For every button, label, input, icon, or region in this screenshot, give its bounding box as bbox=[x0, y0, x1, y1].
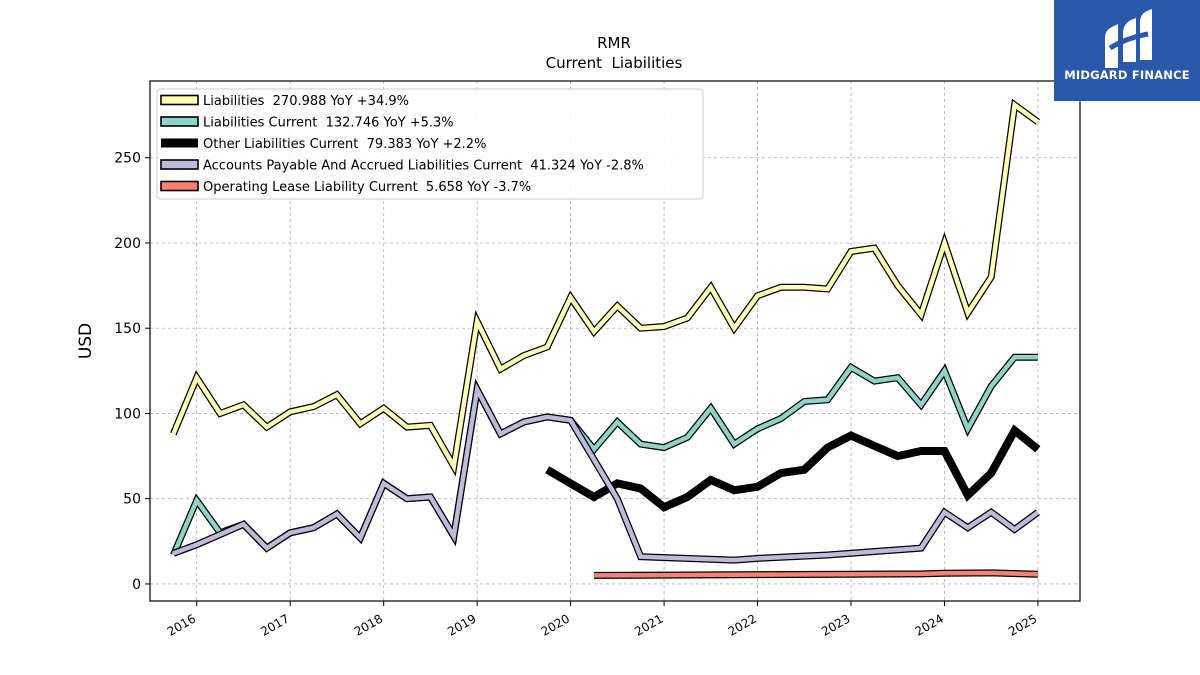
x-tick-label: 2019 bbox=[445, 611, 478, 638]
x-tick-label: 2025 bbox=[1006, 611, 1039, 638]
y-tick-label: 150 bbox=[114, 321, 141, 337]
ticks: 0 50 100 150 200 250 2016 2017 2018 2019 2020 2021 2… bbox=[114, 151, 1039, 639]
y-tick-label: 250 bbox=[114, 151, 141, 167]
y-axis-label: USD bbox=[76, 323, 96, 359]
x-tick-label: 2018 bbox=[352, 611, 385, 638]
legend: Liabilities 270.988 YoY +34.9% Liabilitie… bbox=[156, 88, 704, 200]
chart-subtitle: Current Liabilities bbox=[546, 54, 683, 72]
legend-label: Accounts Payable And Accrued Liabilities… bbox=[203, 159, 644, 174]
legend-label: Operating Lease Liability Current 5.658 … bbox=[203, 180, 531, 195]
legend-label: Liabilities 270.988 YoY +34.9% bbox=[203, 94, 409, 109]
logo-emblem-icon bbox=[1105, 9, 1152, 68]
legend-entry: Operating Lease Liability Current 5.658 … bbox=[160, 180, 531, 195]
legend-label: Other Liabilities Current 79.383 YoY +2.… bbox=[203, 137, 486, 152]
series-2 bbox=[545, 424, 1041, 512]
x-tick-label: 2017 bbox=[258, 611, 291, 638]
x-tick-label: 2022 bbox=[726, 611, 759, 638]
plot-frame bbox=[149, 80, 1081, 602]
legend-entry: Accounts Payable And Accrued Liabilities… bbox=[160, 159, 644, 174]
brand-logo: MIDGARD FINANCE bbox=[1054, 0, 1200, 101]
legend-box bbox=[156, 88, 704, 200]
y-tick-label: 200 bbox=[114, 236, 141, 252]
series-0 bbox=[170, 98, 1040, 477]
legend-entry: Other Liabilities Current 79.383 YoY +2.… bbox=[161, 137, 486, 152]
x-tick-label: 2020 bbox=[539, 611, 572, 638]
legend-swatch bbox=[161, 138, 198, 148]
series-line bbox=[545, 424, 1041, 512]
legend-swatch bbox=[160, 180, 199, 192]
x-tick-label: 2021 bbox=[632, 611, 665, 638]
series-3 bbox=[172, 378, 1040, 564]
x-tick-label: 2024 bbox=[913, 611, 946, 638]
y-tick-label: 100 bbox=[114, 406, 141, 422]
series-line bbox=[593, 570, 1038, 578]
legend-swatch bbox=[160, 116, 199, 127]
y-tick-label: 50 bbox=[123, 492, 141, 508]
legend-label: Liabilities Current 132.746 YoY +5.3% bbox=[203, 116, 454, 131]
series-line bbox=[172, 382, 1040, 563]
x-tick-label: 2016 bbox=[165, 611, 198, 638]
legend-swatch bbox=[160, 159, 199, 170]
series-line bbox=[171, 100, 1040, 473]
x-tick-label: 2023 bbox=[819, 611, 852, 638]
series-4 bbox=[593, 569, 1038, 579]
legend-entry: Liabilities 270.988 YoY +34.9% bbox=[160, 94, 409, 109]
legend-entry: Liabilities Current 132.746 YoY +5.3% bbox=[160, 116, 454, 131]
y-tick-label: 0 bbox=[132, 577, 141, 593]
series-layer bbox=[170, 98, 1041, 579]
logo-text: MIDGARD FINANCE bbox=[1064, 68, 1190, 82]
chart-title: RMR bbox=[597, 34, 631, 52]
legend-swatch bbox=[160, 94, 199, 106]
